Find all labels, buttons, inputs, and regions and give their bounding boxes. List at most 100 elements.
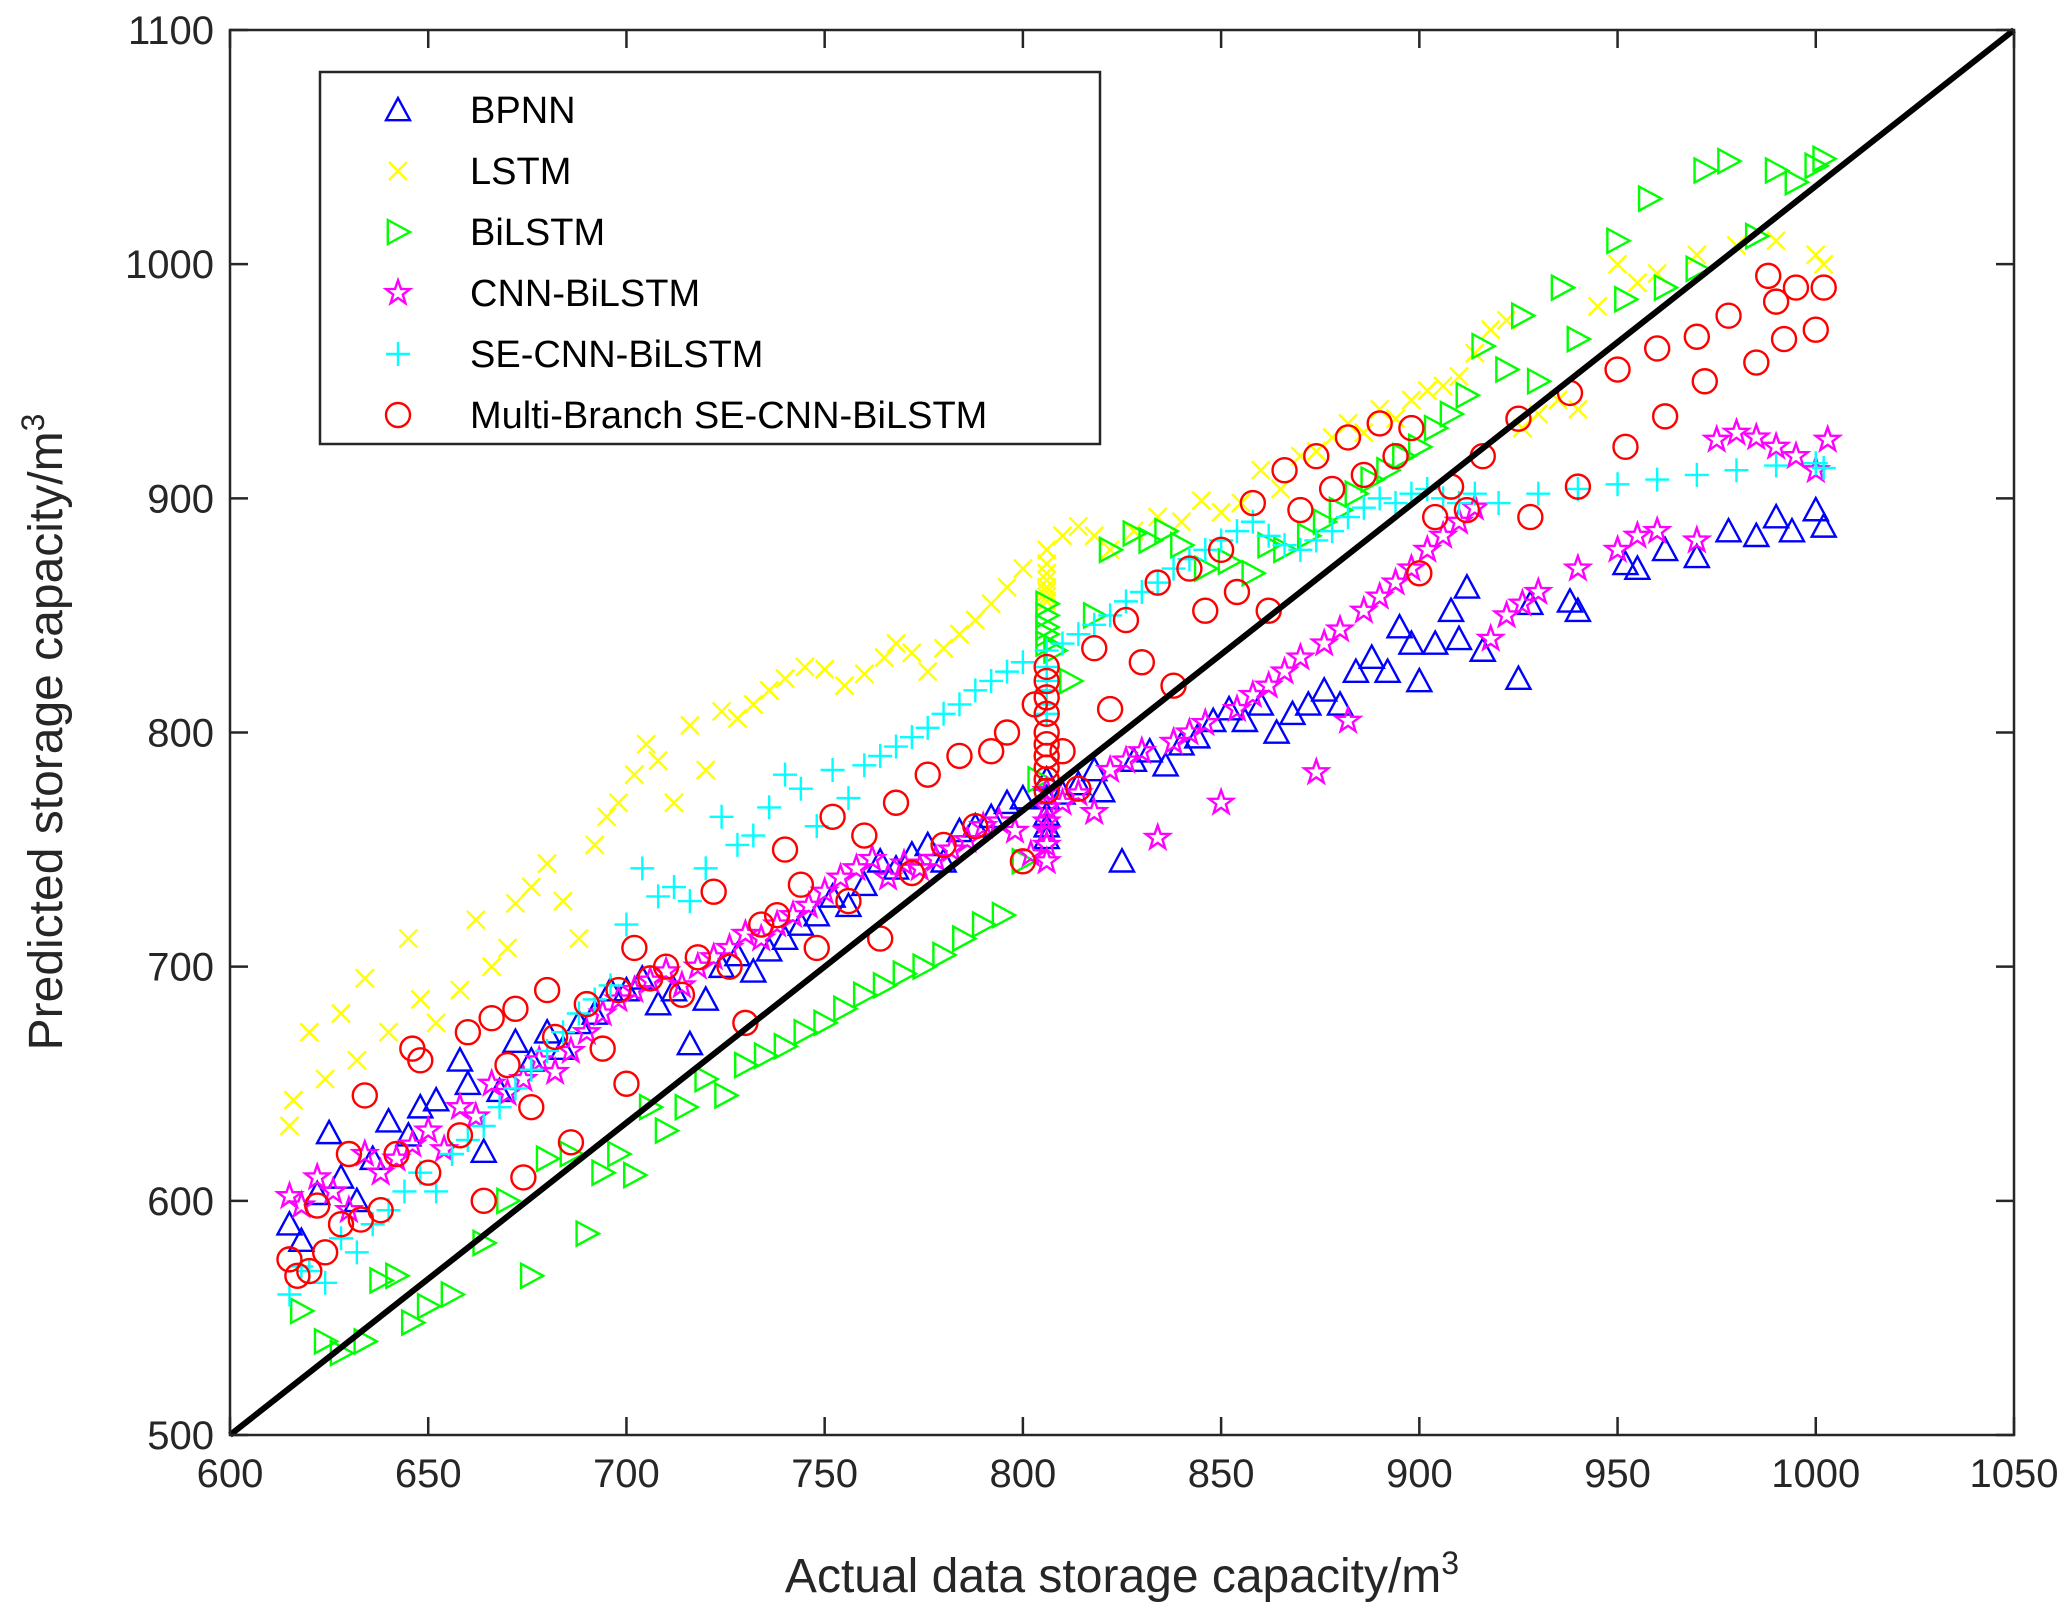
data-point — [1033, 667, 1060, 695]
data-point — [1068, 516, 1089, 537]
legend-label: CNN-BiLSTM — [470, 273, 700, 315]
series-multi-branch-se-cnn-bilstm — [276, 262, 1837, 1289]
data-point — [1565, 476, 1590, 501]
data-point — [412, 1114, 444, 1144]
data-point — [1100, 540, 1120, 560]
data-point — [971, 910, 998, 939]
data-point — [872, 971, 899, 1000]
data-point — [716, 953, 743, 980]
data-point — [1326, 689, 1355, 716]
data-point — [367, 1196, 394, 1224]
data-point — [614, 912, 639, 937]
data-point — [1088, 776, 1117, 803]
data-point — [793, 1018, 820, 1047]
data-point — [1812, 423, 1844, 453]
data-point — [1107, 846, 1137, 873]
data-point — [644, 989, 673, 1016]
data-point — [1611, 549, 1640, 576]
data-point — [1385, 612, 1414, 639]
data-point — [1031, 805, 1063, 835]
data-point — [1417, 380, 1438, 401]
data-point — [296, 1257, 323, 1285]
data-point — [1296, 521, 1323, 550]
data-point — [997, 577, 1017, 598]
data-point — [1683, 323, 1711, 350]
data-point — [1031, 828, 1063, 859]
data-point — [711, 701, 732, 722]
data-point — [646, 884, 671, 909]
data-point — [1207, 536, 1235, 564]
data-point — [674, 1093, 701, 1122]
data-point — [947, 692, 972, 717]
data-point — [854, 664, 875, 684]
data-point — [317, 1175, 349, 1205]
data-point — [624, 764, 645, 785]
data-point — [1685, 254, 1712, 283]
x-tick-label: 850 — [1188, 1452, 1255, 1496]
data-point — [1262, 717, 1291, 744]
data-point — [276, 1246, 303, 1273]
data-point — [1081, 635, 1108, 662]
data-point — [1653, 273, 1680, 302]
data-point — [1098, 603, 1123, 628]
data-point — [1464, 343, 1485, 363]
data-point — [1587, 296, 1608, 317]
data-point — [743, 694, 764, 715]
data-point — [502, 995, 529, 1023]
data-point — [1755, 262, 1782, 290]
data-point — [607, 1139, 634, 1169]
data-point — [684, 944, 712, 971]
data-point — [1373, 657, 1402, 684]
data-point — [378, 1022, 399, 1043]
data-point — [1701, 423, 1733, 453]
data-point — [813, 1008, 840, 1037]
data-point — [533, 976, 561, 1004]
data-point — [693, 856, 718, 881]
data-point — [369, 1266, 396, 1295]
data-point — [1606, 226, 1633, 255]
data-point — [1810, 274, 1837, 301]
data-point — [835, 887, 862, 915]
data-point — [1762, 288, 1790, 315]
data-point — [275, 1209, 304, 1236]
data-point — [1641, 514, 1673, 545]
data-point — [400, 1308, 427, 1337]
data-point — [1272, 533, 1297, 558]
data-point — [1406, 560, 1433, 587]
data-point — [1401, 390, 1422, 410]
data-point — [518, 1093, 545, 1121]
data-point — [1721, 416, 1752, 446]
series-lstm — [279, 230, 1834, 1136]
data-point — [1651, 535, 1680, 562]
legend-item: SE-CNN-BiLSTM — [386, 334, 763, 376]
data-point — [748, 911, 775, 938]
data-point — [374, 1106, 403, 1133]
data-point — [834, 891, 863, 918]
data-point — [882, 789, 910, 816]
data-point — [1471, 332, 1498, 361]
data-point — [787, 871, 815, 898]
data-point — [1566, 325, 1593, 354]
data-point — [541, 1023, 569, 1051]
data-point — [1113, 589, 1138, 614]
legend-marker — [384, 401, 412, 429]
data-point — [496, 1186, 523, 1215]
data-point — [856, 842, 888, 873]
data-point — [1621, 519, 1653, 549]
data-point — [1284, 641, 1316, 671]
data-point — [1376, 456, 1403, 485]
data-point — [1423, 414, 1450, 443]
data-point — [445, 1045, 474, 1072]
data-point — [1385, 408, 1406, 429]
data-point — [315, 1069, 335, 1089]
data-point — [494, 1051, 521, 1079]
data-point — [598, 973, 623, 998]
data-point — [407, 1047, 434, 1074]
data-point — [1065, 775, 1092, 802]
data-point — [481, 956, 502, 977]
data-point — [505, 893, 526, 914]
data-point — [1607, 254, 1628, 275]
data-point — [1780, 439, 1812, 470]
y-tick-label: 700 — [147, 946, 214, 990]
